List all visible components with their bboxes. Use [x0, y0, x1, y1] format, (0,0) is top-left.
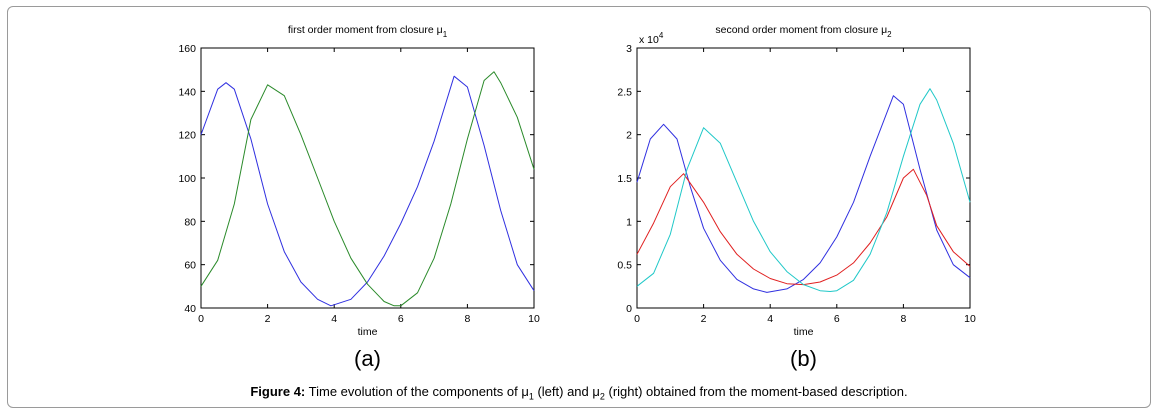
chart-title-subscript: 2	[887, 30, 892, 39]
figure-caption: Figure 4: Time evolution of the componen…	[0, 384, 1158, 402]
y-tick-label: 80	[184, 216, 196, 228]
panel-label: (a)	[354, 346, 381, 371]
chart-title-main: first order moment from closure μ	[288, 24, 443, 36]
x-tick-label: 6	[398, 313, 404, 325]
y-tick-label: 0.5	[617, 260, 632, 272]
plot-area	[200, 47, 535, 309]
caption-sub-2: 2	[599, 391, 605, 402]
y-tick-label: 2.5	[617, 86, 632, 98]
caption-text-2: (left) and μ	[533, 384, 600, 399]
plot-area	[636, 47, 971, 309]
panel-label: (b)	[790, 346, 817, 371]
x-tick-label: 10	[528, 313, 540, 325]
chart-title-main: second order moment from closure μ	[715, 24, 887, 36]
y-tick-label: 40	[184, 303, 196, 315]
series-line-red	[636, 168, 971, 286]
y-tick-label: 0	[626, 303, 632, 315]
y-tick-label: 120	[178, 130, 196, 142]
y-tick-label: 160	[178, 43, 196, 55]
chart-panel-a: 0 2 4 6 8 10 40 60 80 100 120 140 160 first order mom…	[178, 24, 540, 371]
x-tick-label: 8	[900, 313, 906, 325]
y-tick-label: 1	[626, 216, 632, 228]
y-tick-label: 1.5	[617, 173, 632, 185]
series-line-blue	[200, 75, 535, 307]
caption-sub-1: 1	[528, 391, 534, 402]
x-tick-label: 4	[331, 313, 337, 325]
x-axis-label: time	[794, 326, 814, 338]
series-line-cyan	[636, 88, 971, 292]
caption-label: Figure 4:	[250, 384, 306, 399]
y-tick-label: 2	[626, 130, 632, 142]
y-tick-label: 100	[178, 173, 196, 185]
x-tick-label: 6	[834, 313, 840, 325]
x-tick-label: 2	[265, 313, 271, 325]
chart-title: second order moment from closure μ2	[715, 24, 892, 39]
caption-text-3: (right) obtained from the moment-based d…	[604, 384, 908, 399]
x-tick-label: 10	[964, 313, 976, 325]
y-tick-label: 3	[626, 43, 632, 55]
chart-title-subscript: 1	[443, 30, 448, 39]
x-tick-label: 4	[767, 313, 773, 325]
axis-multiplier: x 104	[639, 31, 664, 46]
x-tick-label: 0	[634, 313, 640, 325]
y-tick-label: 60	[184, 260, 196, 272]
x-tick-label: 8	[464, 313, 470, 325]
caption-text-1: Time evolution of the components of μ	[305, 384, 529, 399]
y-tick-label: 140	[178, 86, 196, 98]
axis-multiplier-base: x 10	[639, 34, 659, 46]
x-tick-label: 2	[701, 313, 707, 325]
series-line-green	[200, 71, 535, 307]
x-axis-label: time	[358, 326, 378, 338]
chart-title: first order moment from closure μ1	[288, 24, 448, 39]
x-tick-label: 0	[198, 313, 204, 325]
chart-panel-b: 0 2 4 6 8 10 0 0.5 1 1.5 2 2.5 3 second order moment …	[617, 24, 976, 371]
axis-multiplier-exponent: 4	[659, 31, 664, 40]
